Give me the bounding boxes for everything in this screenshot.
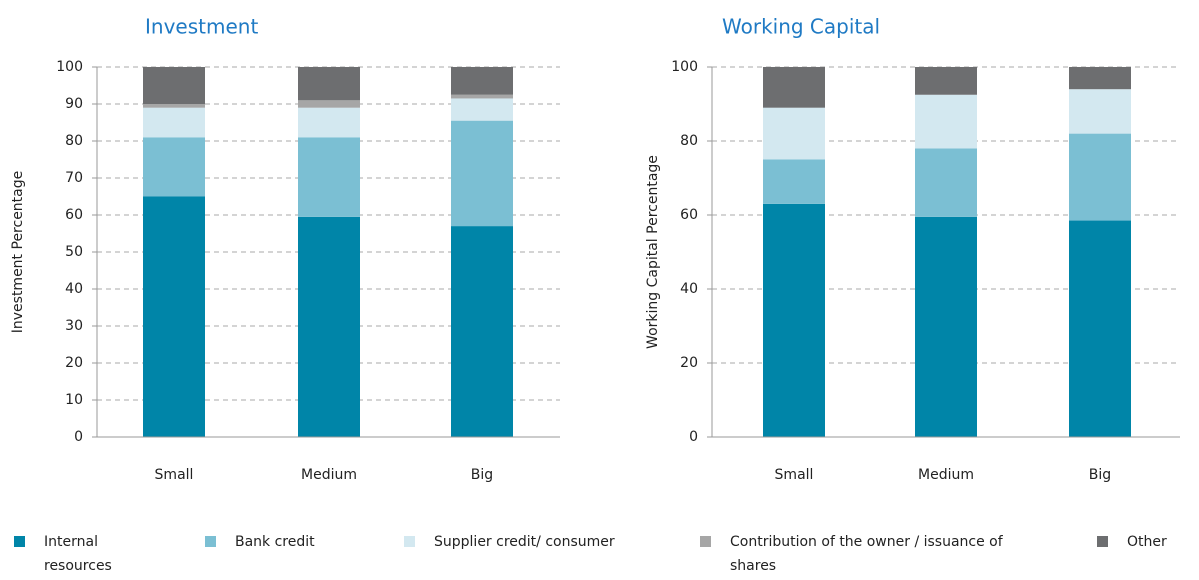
y-tick-label: 40 (680, 281, 698, 297)
bar-segment (763, 67, 825, 108)
y-tick-label: 0 (74, 429, 83, 445)
bar-segment (451, 98, 513, 121)
legend-label: Internal resources (44, 534, 112, 574)
x-tick-label: Big (1089, 467, 1111, 483)
y-tick-label: 70 (65, 170, 83, 186)
bar-segment (451, 120, 513, 227)
x-tick-label: Small (775, 467, 814, 483)
bar-segment (143, 137, 205, 197)
x-tick-label: Medium (301, 467, 357, 483)
bar-segment (915, 94, 977, 149)
bar-segment (298, 100, 360, 108)
bar-segment (451, 94, 513, 99)
legend-swatch (205, 536, 216, 547)
bar-segment (1069, 67, 1131, 90)
bar-segment (143, 196, 205, 437)
bar-segment (1069, 133, 1131, 221)
legend-label: Other (1127, 534, 1167, 550)
y-axis-label: Working Capital Percentage (645, 155, 661, 349)
bar-segment (451, 67, 513, 95)
y-tick-label: 10 (65, 392, 83, 408)
chart-title: Investment (145, 15, 258, 39)
bar-segment (143, 67, 205, 104)
bar-segment (298, 107, 360, 138)
y-tick-label: 0 (689, 429, 698, 445)
bar-segment (143, 107, 205, 138)
y-tick-label: 20 (680, 355, 698, 371)
bar-segment (763, 107, 825, 160)
y-tick-label: 60 (65, 207, 83, 223)
legend-swatch (1097, 536, 1108, 547)
bar-segment (451, 226, 513, 437)
legend-swatch (14, 536, 25, 547)
x-tick-label: Medium (918, 467, 974, 483)
y-tick-label: 20 (65, 355, 83, 371)
bar-segment (915, 148, 977, 217)
x-tick-label: Small (155, 467, 194, 483)
bar-segment (763, 159, 825, 204)
x-tick-label: Big (471, 467, 493, 483)
bar-segment (298, 137, 360, 217)
y-tick-label: 90 (65, 96, 83, 112)
bar-segment (915, 67, 977, 95)
y-tick-label: 80 (680, 133, 698, 149)
bar-segment (143, 104, 205, 108)
y-axis-label: Investment Percentage (10, 171, 26, 334)
bar-segment (1069, 89, 1131, 134)
y-tick-label: 60 (680, 207, 698, 223)
y-tick-label: 100 (671, 59, 698, 75)
legend-label: Contribution of the owner / issuance of s… (730, 534, 1004, 574)
y-tick-label: 80 (65, 133, 83, 149)
y-tick-label: 100 (56, 59, 83, 75)
legend-label: Bank credit (235, 534, 315, 550)
bar-segment (915, 216, 977, 437)
y-tick-label: 40 (65, 281, 83, 297)
bar-segment (298, 216, 360, 437)
y-tick-label: 50 (65, 244, 83, 260)
legend-swatch (404, 536, 415, 547)
y-tick-label: 30 (65, 318, 83, 334)
bar-segment (298, 67, 360, 101)
chart-title: Working Capital (722, 15, 880, 39)
bar-segment (763, 203, 825, 437)
legend-label: Supplier credit/ consumer (434, 534, 615, 550)
bar-segment (1069, 220, 1131, 437)
legend-swatch (700, 536, 711, 547)
